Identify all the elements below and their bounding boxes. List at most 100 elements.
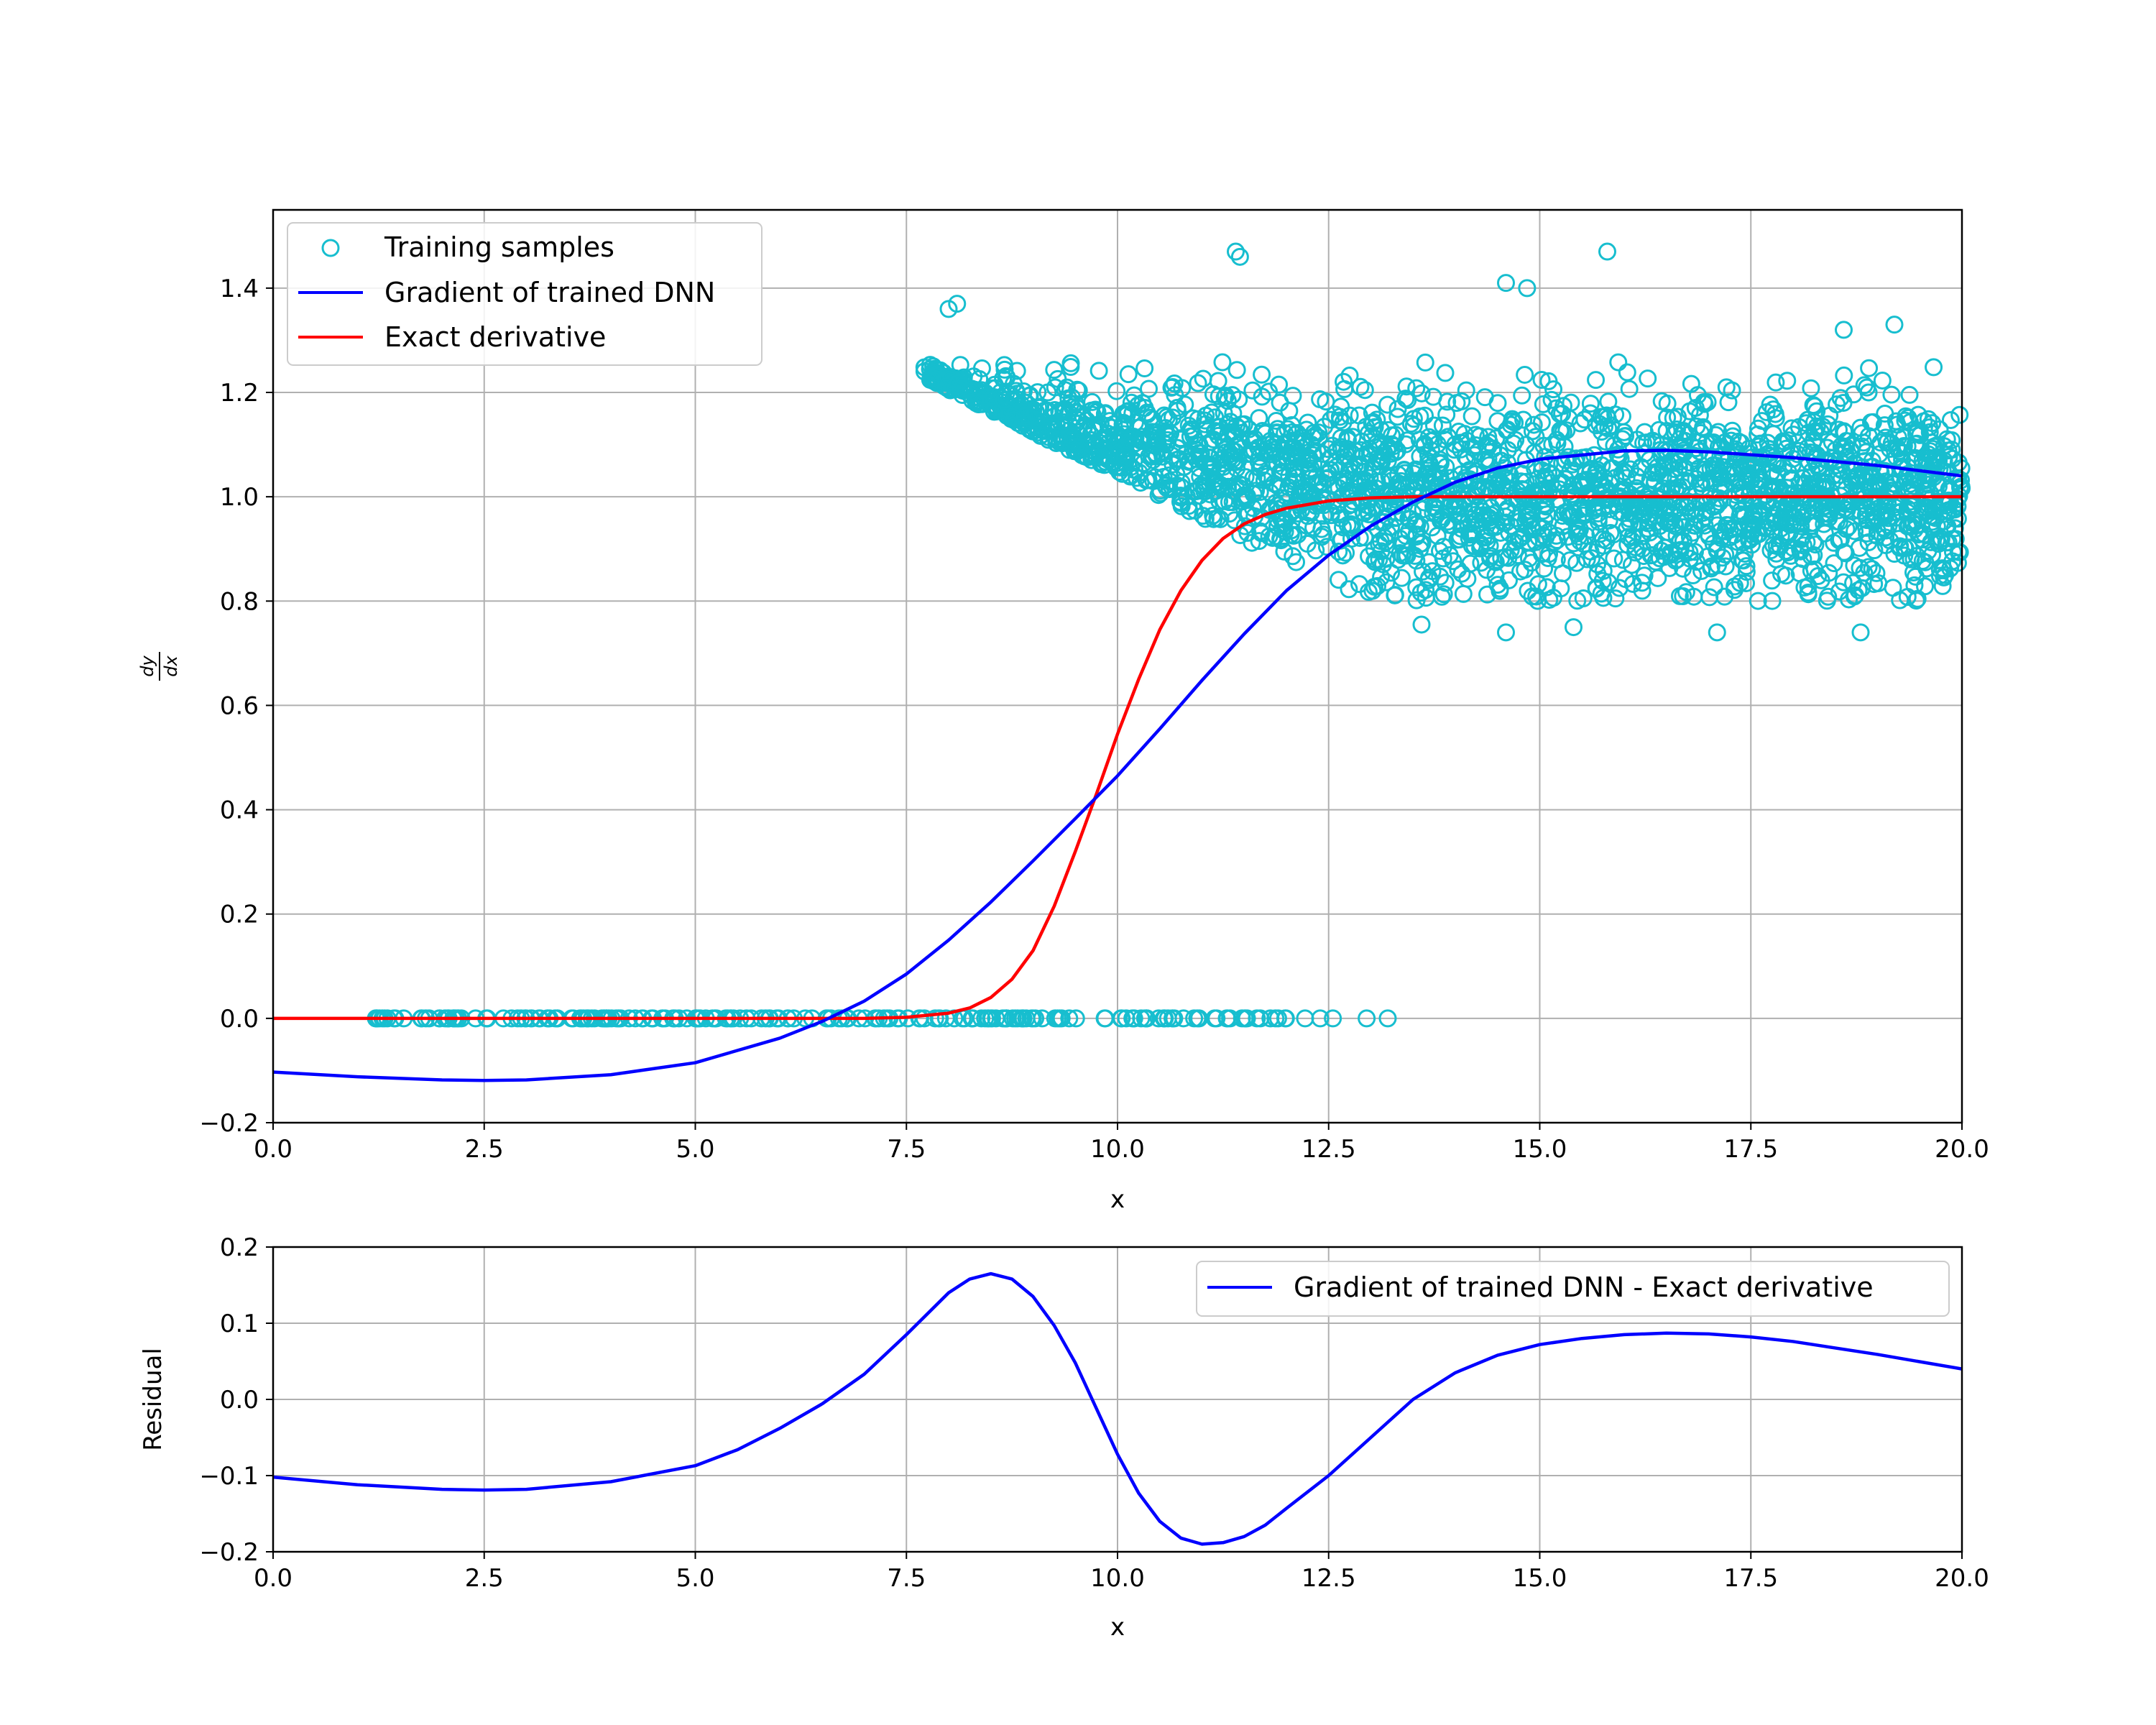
training-sample-point [1005,392,1024,410]
training-sample-point [1373,484,1392,503]
training-sample-point [1253,365,1271,384]
training-sample-point [1846,522,1864,540]
training-sample-point [1763,514,1782,533]
training-sample-point [1205,1009,1224,1028]
residual-plot: 0.0 2.5 5.0 7.5 10.0 12.5 15.0 17.5 20.0 −0.2−0.… [139,1233,1989,1642]
top-ytick-label: 0.6 [220,691,259,720]
top-ytick-label: 0.0 [220,1005,259,1034]
top-xtick-label: 17.5 [1723,1135,1778,1164]
training-sample-point [1873,371,1892,390]
training-sample-point [1690,406,1709,425]
training-sample-point [1674,587,1692,606]
training-sample-point [1335,372,1353,391]
training-sample-point [1391,544,1409,563]
training-sample-point [1130,464,1148,482]
training-sample-point [1239,445,1258,464]
top-xtick-label: 15.0 [1513,1135,1567,1164]
training-sample-point [1143,410,1162,429]
training-sample-point [1355,463,1374,482]
top-xtick-label: 10.0 [1090,1135,1145,1164]
training-sample-point [1051,404,1069,423]
training-sample-point [1574,589,1593,607]
training-sample-point [1394,535,1413,553]
training-sample-point [987,1009,1005,1028]
training-sample-point [1658,408,1677,427]
top-ytick-label: 1.2 [220,379,259,408]
training-sample-point [1355,504,1373,523]
training-sample-point [1680,454,1699,472]
training-sample-point [1534,526,1553,545]
training-sample-point [1497,623,1515,642]
training-sample-point [1618,363,1636,382]
training-sample-point [1815,524,1834,543]
training-sample-point [1746,512,1764,530]
training-sample-point [1457,381,1475,400]
training-sample-point [1896,539,1915,558]
training-sample-point [1049,369,1067,388]
training-sample-point [1601,524,1620,543]
training-sample-point [1587,371,1606,390]
training-sample-point [1809,566,1828,585]
training-sample-point [1476,478,1495,497]
bottom-ytick-label: 0.2 [220,1233,259,1262]
top-ytick-label: 0.8 [220,587,259,616]
training-sample-point [1685,543,1704,561]
training-sample-point [1365,552,1384,571]
training-sample-point [1061,394,1080,413]
training-sample-point [1565,618,1583,637]
training-sample-point [1649,569,1667,587]
svg-text:dx: dx [161,655,181,676]
training-sample-point [1577,471,1595,489]
training-sample-point [995,356,1013,374]
training-sample-point [1942,482,1961,500]
training-sample-point [1082,444,1101,463]
training-sample-point [1733,533,1752,552]
training-sample-point [1217,387,1235,405]
training-sample-point [1861,491,1880,510]
training-sample-point [1756,485,1775,504]
training-sample-point [1853,424,1871,443]
training-sample-point [1859,533,1878,552]
training-sample-point [1763,592,1782,610]
training-sample-point [1431,567,1450,586]
training-sample-point [1141,408,1160,427]
training-sample-point [1818,438,1837,457]
training-sample-point [1176,445,1194,464]
training-sample-point [1412,615,1431,634]
training-sample-point [1089,362,1108,380]
training-sample-point [1529,469,1547,488]
training-sample-point [1271,393,1289,412]
top-xtick-label: 12.5 [1302,1135,1356,1164]
training-sample-point [1539,483,1558,502]
training-sample-point [1729,432,1748,451]
training-sample-point [1519,533,1538,551]
training-sample-point [1569,510,1588,529]
training-sample-point [1667,469,1685,488]
training-sample-point [1250,409,1268,428]
training-sample-point [1462,407,1481,426]
training-sample-point [1927,517,1946,535]
training-sample-point [1773,492,1792,510]
training-sample-point [1865,575,1884,594]
training-sample-point [1270,375,1289,394]
training-sample-point [1613,464,1631,483]
training-sample-point [1540,590,1559,609]
training-sample-point [1189,410,1207,428]
training-sample-point [1950,405,1969,424]
training-sample-point [1705,578,1723,597]
training-sample-point [1110,462,1129,481]
training-sample-point [1243,533,1261,552]
training-sample-point [1386,586,1404,604]
training-sample-point [1664,505,1682,523]
training-sample-point [1164,408,1182,427]
training-sample-point [1392,569,1411,587]
training-sample-point [1437,458,1455,477]
training-sample-point [1876,521,1895,540]
training-sample-point [1690,474,1709,492]
training-sample-point [1885,316,1904,334]
training-sample-point [1385,437,1404,456]
training-sample-point [1757,402,1776,421]
training-sample-point [1799,577,1818,596]
training-sample-point [1379,420,1398,439]
training-sample-point [1275,542,1294,561]
